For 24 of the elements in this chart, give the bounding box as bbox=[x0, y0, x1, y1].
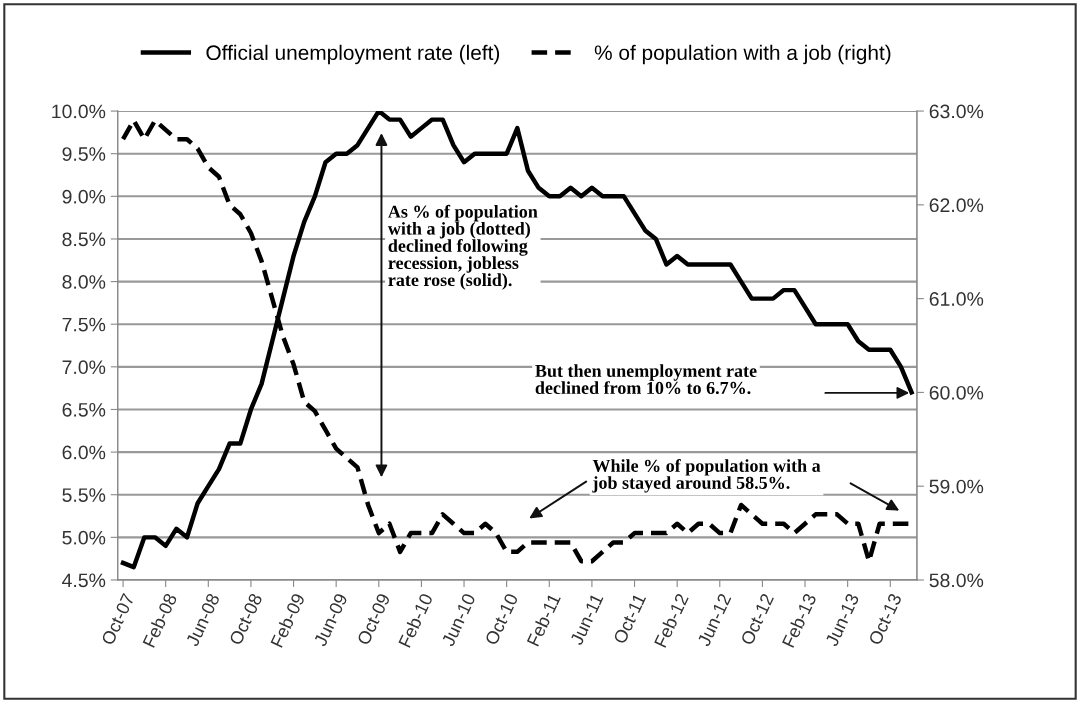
legend-label: % of population with a job (right) bbox=[594, 44, 891, 65]
y-tick-label: 10.0% bbox=[52, 104, 106, 119]
y-tick-label: 8.5% bbox=[62, 232, 106, 247]
y2-tick-label: 62.0% bbox=[929, 198, 984, 213]
y-tick-label: 7.0% bbox=[62, 360, 106, 375]
y-tick-label: 6.5% bbox=[62, 402, 106, 417]
y2-tick-label: 58.0% bbox=[929, 573, 984, 588]
y-tick-label: 9.5% bbox=[62, 147, 106, 161]
annotation: While % of population with a job stayed around 58.5%. bbox=[592, 459, 821, 493]
y-tick-label: 6.0% bbox=[62, 445, 106, 460]
legend-label: Official unemployment rate (left) bbox=[206, 44, 500, 65]
annotation: But then unemployment rate declined from 10% to 6.7%. bbox=[535, 364, 757, 395]
y-tick-label: 7.5% bbox=[62, 317, 106, 332]
y-tick-label: 4.5% bbox=[62, 573, 106, 588]
y2-tick-label: 59.0% bbox=[929, 479, 984, 494]
y-tick-label: 5.5% bbox=[62, 488, 106, 502]
x-tick-label: Oct-07 bbox=[100, 592, 135, 646]
y-tick-label: 8.0% bbox=[62, 275, 106, 289]
annotation: As % of population with a job (dotted) declined following recession, jobless rate rose (solid). bbox=[387, 204, 538, 290]
y-tick-label: 5.0% bbox=[62, 530, 106, 545]
y2-tick-label: 61.0% bbox=[929, 292, 984, 306]
y2-tick-label: 63.0% bbox=[929, 104, 984, 119]
y2-tick-label: 60.0% bbox=[929, 385, 984, 400]
y-tick-label: 9.0% bbox=[62, 189, 106, 204]
